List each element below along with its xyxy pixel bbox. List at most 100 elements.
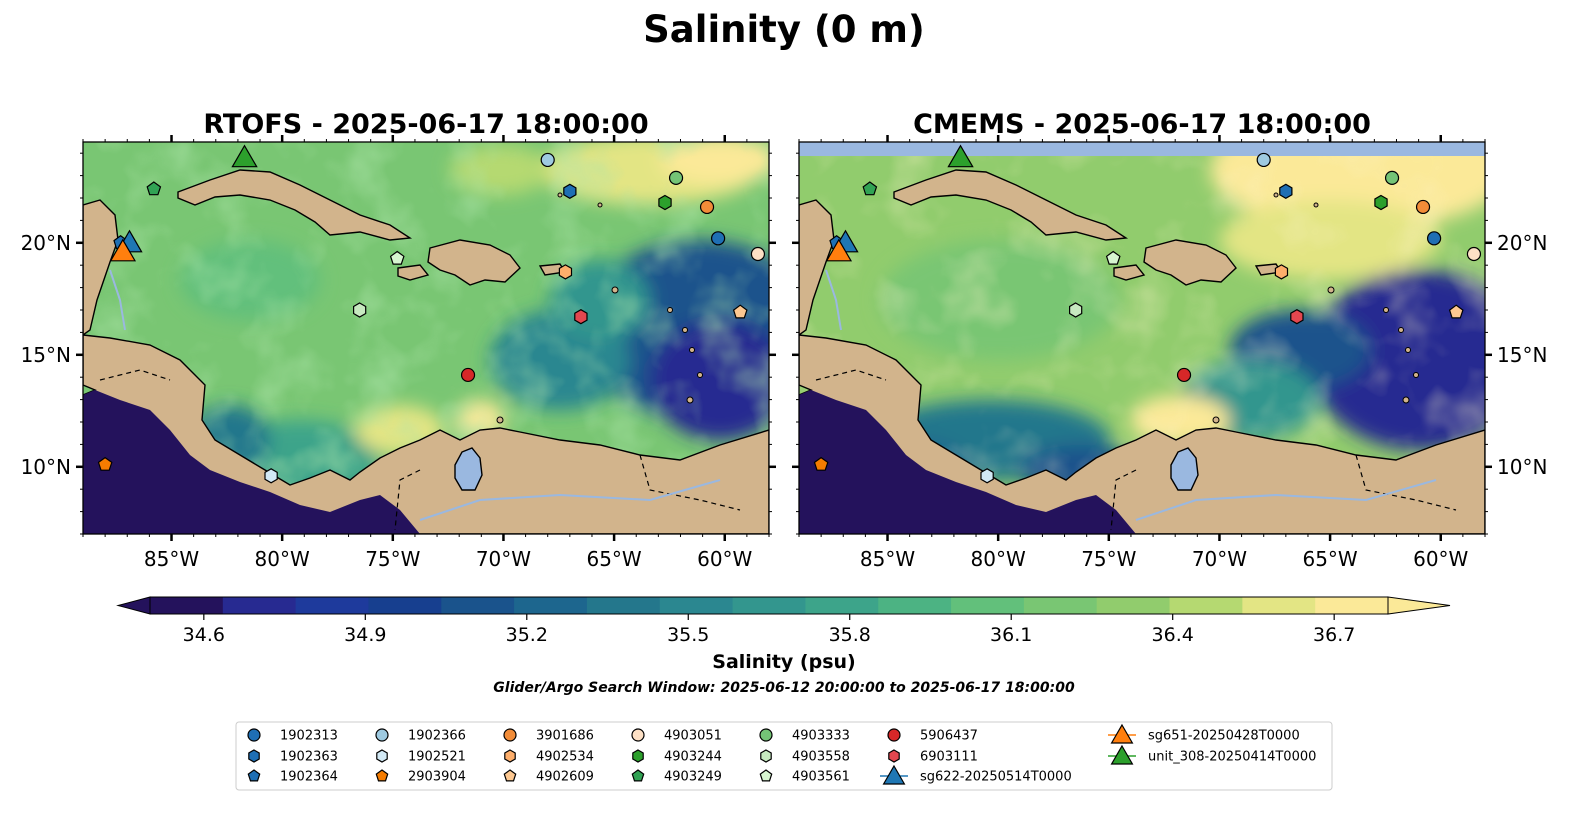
float-marker-4903249: [862, 181, 878, 196]
cmems-land: [799, 169, 1485, 534]
legend-label: 4903244: [664, 750, 722, 765]
colorbar-segment: [878, 597, 952, 614]
colorbar-segment: [368, 597, 442, 614]
colorbar-segment: [1242, 597, 1316, 614]
float-marker-2903904: [813, 456, 829, 471]
legend-marker-1902521: [376, 749, 388, 763]
legend-label: 6903111: [920, 750, 978, 765]
left-panel-title: RTOFS - 2025-06-17 18:00:00: [203, 109, 648, 140]
float-marker-unit_308-20250414T0000: [947, 144, 974, 168]
float-marker-1902313: [1427, 231, 1442, 246]
legend-marker-4903561: [759, 769, 773, 782]
colorbar-segment: [222, 597, 297, 614]
cmems-islands: [1212, 192, 1419, 424]
colorbar-segment: [732, 597, 806, 614]
rtofs-axes: 85°W 80°W 75°W 70°W 65°W 60°W 20°N 15°N 10°N: [21, 135, 776, 571]
y-tick-label: 15°N: [21, 343, 71, 367]
rtofs-rivers: [109, 269, 721, 521]
rtofs-map-panel: [83, 142, 769, 534]
float-marker-3901686: [699, 199, 715, 215]
float-marker-1902363: [563, 183, 577, 199]
cmems-marker-layer: [813, 144, 1482, 484]
colorbar-tick-label: 35.5: [667, 624, 709, 646]
colorbar-tick-label: 35.2: [506, 624, 548, 646]
legend-marker-1902364: [247, 769, 261, 782]
legend-marker-1902313: [247, 728, 261, 742]
legend-marker-4903051: [631, 728, 645, 742]
legend-label: 4903558: [792, 750, 850, 765]
legend-marker-4903249: [631, 769, 645, 782]
float-marker-sg651-20250428T0000: [109, 238, 137, 262]
x-tick-label: 70°W: [1192, 547, 1247, 571]
legend-marker-4903333: [759, 728, 773, 742]
colorbar-segment: [514, 597, 588, 614]
legend-marker-1902363: [248, 749, 260, 763]
x-tick-label: 85°W: [144, 547, 199, 571]
colorbar-label: Salinity (psu): [712, 651, 855, 673]
float-marker-5906437: [1176, 367, 1192, 383]
colorbar-segment: [1169, 597, 1243, 614]
float-marker-4903558: [353, 302, 367, 318]
float-marker-1902313: [711, 231, 726, 246]
figure-title: Salinity (0 m): [643, 8, 925, 51]
float-marker-4903244: [1374, 194, 1388, 211]
search-window-note: Glider/Argo Search Window: 2025-06-12 20…: [493, 680, 1075, 696]
legend-marker-3901686: [503, 728, 517, 742]
colorbar: 34.6 34.9 35.2 35.5 35.8 36.1 36.4 36.7: [116, 596, 1451, 646]
cmems-rivers: [825, 269, 1437, 521]
colorbar-tick-label: 34.9: [344, 624, 386, 646]
float-marker-4903561: [1105, 250, 1121, 265]
float-marker-4903333: [1384, 170, 1400, 185]
colorbar-max-extend: [1387, 596, 1451, 615]
legend-label: sg651-20250428T0000: [1148, 729, 1300, 744]
y-tick-label: 10°N: [21, 455, 71, 479]
legend-marker-5906437: [887, 728, 901, 742]
colorbar-segment: [659, 597, 734, 614]
legend-label: 4903249: [664, 770, 722, 785]
float-marker-4902609: [1448, 304, 1464, 319]
colorbar-tick-label: 36.4: [1152, 624, 1194, 646]
legend-label: sg622-20250514T0000: [920, 770, 1072, 785]
float-marker-1902366: [1256, 152, 1271, 168]
cmems-nodata-band: [799, 142, 1485, 156]
float-marker-1902363: [1279, 183, 1293, 199]
rtofs-frame: [82, 141, 770, 535]
x-tick-label: 70°W: [476, 547, 531, 571]
colorbar-segment: [295, 597, 369, 614]
float-marker-4903244: [658, 194, 672, 211]
float-marker-4903558: [1069, 302, 1083, 318]
float-marker-4903249: [146, 181, 162, 196]
float-marker-4903333: [668, 170, 684, 185]
legend-label: 4902534: [536, 750, 594, 765]
x-tick-label: 60°W: [1413, 547, 1468, 571]
right-panel-title: CMEMS - 2025-06-17 18:00:00: [913, 109, 1371, 140]
cmems-axes: 85°W 80°W 75°W 70°W 65°W 60°W 20°N 15°N 10°N: [792, 135, 1547, 571]
colorbar-segment: [441, 597, 515, 614]
x-tick-label: 65°W: [1302, 547, 1357, 571]
colorbar-segment: [1096, 597, 1171, 614]
float-marker-sg651-20250428T0000: [825, 238, 853, 262]
colorbar-segment: [150, 597, 224, 614]
legend-marker-4903244: [632, 749, 644, 763]
legend-marker-unit_308-20250414T0000: [1110, 744, 1134, 765]
colorbar-tick-label: 36.1: [990, 624, 1032, 646]
legend-label: 2903904: [408, 770, 466, 785]
legend-label: 4903051: [664, 729, 722, 744]
legend: 1902313 1902363 1902364 1902366 1902521 29039…: [247, 723, 1316, 785]
cmems-map-panel: [799, 142, 1485, 534]
colorbar-min-extend: [116, 596, 151, 615]
legend-marker-1902366: [375, 728, 389, 742]
colorbar-segment: [951, 597, 1025, 614]
float-marker-1902366: [540, 152, 555, 168]
y-tick-label: 10°N: [1497, 455, 1547, 479]
legend-marker-4902534: [504, 749, 516, 763]
rtofs-pacific: [83, 390, 420, 534]
y-tick-label: 20°N: [1497, 231, 1547, 255]
legend-label: unit_308-20250414T0000: [1148, 750, 1316, 765]
x-tick-label: 75°W: [1081, 547, 1136, 571]
x-tick-label: 75°W: [365, 547, 420, 571]
legend-label: 3901686: [536, 729, 594, 744]
float-marker-2903904: [97, 456, 113, 471]
rtofs-land: [83, 169, 769, 534]
